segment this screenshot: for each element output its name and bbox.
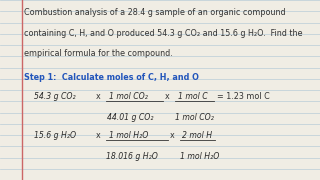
Text: 1 mol H₂O: 1 mol H₂O bbox=[109, 131, 148, 140]
Text: 1 mol CO₂: 1 mol CO₂ bbox=[109, 92, 148, 101]
Text: empirical formula for the compound.: empirical formula for the compound. bbox=[24, 50, 173, 59]
Text: 54.3 g CO₂: 54.3 g CO₂ bbox=[34, 92, 75, 101]
Text: 15.6 g H₂O: 15.6 g H₂O bbox=[34, 131, 76, 140]
Text: 1 mol H₂O: 1 mol H₂O bbox=[180, 152, 219, 161]
Text: x: x bbox=[170, 131, 174, 140]
Text: Combustion analysis of a 28.4 g sample of an organic compound: Combustion analysis of a 28.4 g sample o… bbox=[24, 8, 286, 17]
Text: x: x bbox=[96, 131, 101, 140]
Text: 44.01 g CO₂: 44.01 g CO₂ bbox=[107, 112, 153, 122]
Text: 2 mol H: 2 mol H bbox=[182, 131, 212, 140]
Text: 1 mol CO₂: 1 mol CO₂ bbox=[175, 112, 214, 122]
Text: 18.016 g H₂O: 18.016 g H₂O bbox=[106, 152, 157, 161]
Text: 1 mol C: 1 mol C bbox=[178, 92, 207, 101]
Text: Step 1:  Calculate moles of C, H, and O: Step 1: Calculate moles of C, H, and O bbox=[24, 73, 199, 82]
Text: x: x bbox=[96, 92, 101, 101]
Text: = 1.23 mol C: = 1.23 mol C bbox=[217, 92, 270, 101]
Text: x: x bbox=[165, 92, 170, 101]
Text: containing C, H, and O produced 54.3 g CO₂ and 15.6 g H₂O.  Find the: containing C, H, and O produced 54.3 g C… bbox=[24, 29, 302, 38]
